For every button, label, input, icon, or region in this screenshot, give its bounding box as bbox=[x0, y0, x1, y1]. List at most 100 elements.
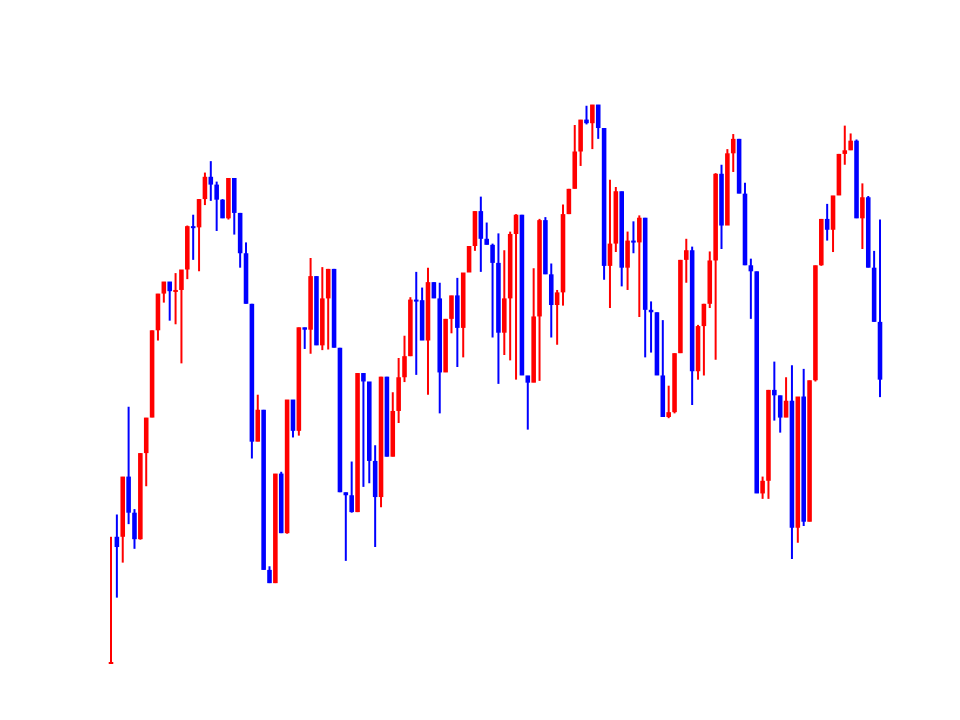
candle-121 bbox=[819, 218, 824, 266]
candle-85 bbox=[607, 179, 613, 309]
candle-2 bbox=[120, 476, 126, 563]
candle-body-up bbox=[672, 353, 677, 413]
candle-body-up bbox=[196, 199, 202, 228]
candle-76 bbox=[554, 289, 560, 345]
candle-body-down bbox=[419, 300, 425, 341]
candle-14 bbox=[190, 214, 196, 260]
candle-128 bbox=[860, 183, 865, 250]
candle-86 bbox=[613, 187, 619, 253]
candle-47 bbox=[384, 376, 390, 457]
candle-body-down bbox=[854, 140, 859, 219]
candle-106 bbox=[730, 134, 736, 172]
candle-body-up bbox=[143, 417, 149, 454]
candle-body-down bbox=[754, 271, 760, 494]
candle-67 bbox=[502, 250, 507, 355]
candle-118 bbox=[801, 368, 806, 526]
candle-104 bbox=[719, 164, 724, 250]
candle-body-up bbox=[725, 153, 730, 226]
candle-body-down bbox=[772, 389, 777, 396]
candle-body-up bbox=[760, 480, 765, 494]
candle-body-up bbox=[402, 356, 407, 378]
candle-31 bbox=[290, 399, 296, 438]
candle-23 bbox=[243, 242, 249, 304]
candle-body-down bbox=[654, 312, 660, 376]
candle-46 bbox=[378, 376, 384, 508]
candle-body-down bbox=[290, 399, 296, 431]
candle-body-up bbox=[531, 316, 536, 383]
candle-body-up bbox=[819, 218, 824, 266]
candle-body-up bbox=[637, 217, 642, 243]
candle-123 bbox=[830, 195, 836, 253]
candle-body-down bbox=[167, 281, 172, 292]
candle-body-down bbox=[114, 536, 120, 548]
candle-body-up bbox=[284, 399, 290, 534]
candle-49 bbox=[396, 357, 401, 424]
candle-50 bbox=[402, 335, 407, 383]
candle-25 bbox=[255, 394, 261, 442]
candle-68 bbox=[507, 231, 513, 361]
candle-body-up bbox=[836, 153, 842, 196]
candle-80 bbox=[578, 119, 583, 166]
candle-21 bbox=[231, 177, 237, 235]
candle-116 bbox=[789, 365, 795, 560]
candle-body-down bbox=[243, 253, 249, 304]
candle-77 bbox=[560, 204, 566, 306]
candle-body-down bbox=[824, 218, 830, 230]
candle-body-up bbox=[396, 377, 401, 411]
candle-88 bbox=[625, 231, 630, 290]
candle-body-up bbox=[155, 293, 161, 331]
candle-109 bbox=[748, 258, 754, 319]
candle-11 bbox=[173, 273, 178, 325]
candle-body-up bbox=[378, 376, 384, 498]
candle-5 bbox=[138, 453, 143, 540]
candle-body-down bbox=[719, 173, 724, 226]
candle-95 bbox=[666, 385, 671, 419]
candle-127 bbox=[854, 139, 859, 219]
candle-body-up bbox=[730, 138, 736, 154]
candle-18 bbox=[214, 181, 219, 231]
candle-111 bbox=[760, 476, 765, 499]
candle-body-down bbox=[343, 492, 349, 496]
candle-110 bbox=[754, 271, 760, 494]
candle-body-down bbox=[877, 321, 883, 380]
candle-44 bbox=[367, 381, 372, 484]
candle-9 bbox=[161, 281, 167, 303]
candle-131 bbox=[877, 219, 883, 398]
candle-70 bbox=[519, 214, 525, 376]
candle-body-down bbox=[789, 400, 795, 528]
candle-30 bbox=[284, 399, 290, 534]
candle-body-up bbox=[408, 299, 413, 357]
candle-28 bbox=[273, 473, 278, 584]
candle-103 bbox=[713, 173, 718, 360]
candle-body-up bbox=[108, 662, 114, 664]
candle-body-down bbox=[384, 376, 390, 457]
candle-body-up bbox=[683, 250, 689, 260]
candle-body-up bbox=[179, 269, 184, 290]
candle-53 bbox=[419, 287, 425, 341]
candle-body-down bbox=[484, 238, 489, 245]
candle-100 bbox=[695, 324, 701, 380]
candle-73 bbox=[537, 218, 542, 381]
candle-130 bbox=[871, 250, 877, 322]
candle-body-down bbox=[220, 199, 225, 219]
candle-91 bbox=[642, 217, 648, 358]
candle-body-up bbox=[590, 104, 595, 124]
candle-42 bbox=[355, 373, 360, 513]
candle-body-up bbox=[325, 268, 331, 299]
candle-19 bbox=[220, 199, 225, 219]
candle-26 bbox=[261, 409, 266, 570]
candle-117 bbox=[795, 396, 801, 543]
candle-35 bbox=[314, 276, 319, 346]
candle-body-down bbox=[642, 217, 648, 310]
candle-51 bbox=[408, 297, 413, 357]
candle-body-down bbox=[478, 211, 484, 239]
candle-27 bbox=[267, 566, 272, 584]
candle-body-down bbox=[660, 375, 666, 417]
candle-69 bbox=[513, 214, 519, 380]
candle-10 bbox=[167, 281, 172, 321]
candle-113 bbox=[772, 361, 777, 421]
candle-94 bbox=[660, 320, 666, 417]
candle-64 bbox=[484, 222, 489, 245]
candle-body-up bbox=[466, 246, 472, 273]
candle-body-up bbox=[707, 260, 713, 304]
